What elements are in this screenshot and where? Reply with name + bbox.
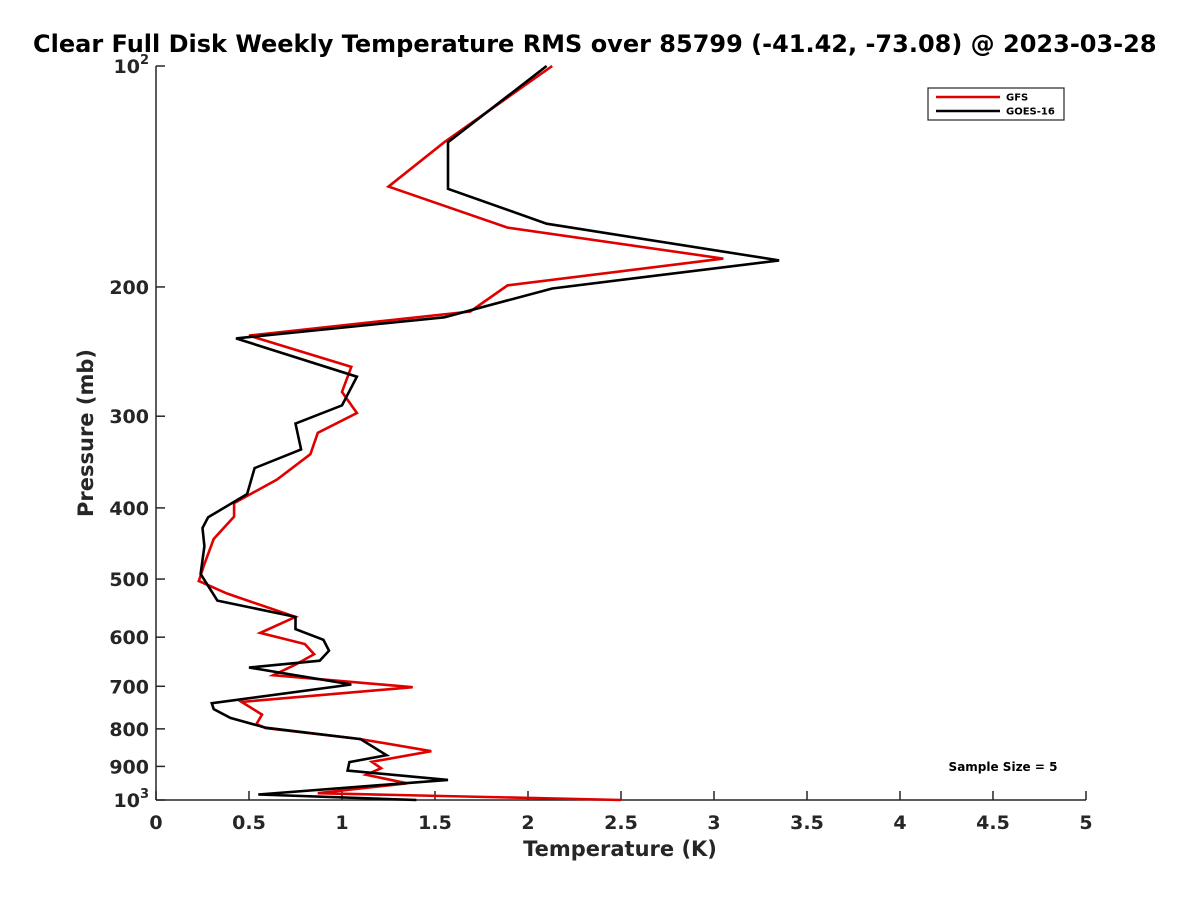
x-tick-label: 0.5: [232, 812, 266, 834]
y-tick-label: 300: [109, 406, 149, 428]
x-tick-label: 2.5: [604, 812, 638, 834]
y-axis-label: Pressure (mb): [74, 349, 98, 517]
y-tick-labels: 102 200 300 400 500 600 700 800 900 103: [109, 53, 149, 812]
y-tick-label: 500: [109, 569, 149, 591]
y-tick-label: 700: [109, 676, 149, 698]
legend-label-gfs: GFS: [1006, 93, 1028, 104]
series-line-gfs: [197, 64, 724, 802]
y-tick-label: 800: [109, 719, 149, 741]
chart-title: Clear Full Disk Weekly Temperature RMS o…: [33, 30, 1157, 58]
x-tick-label: 4: [893, 812, 906, 834]
x-axis-label: Temperature (K): [523, 837, 717, 861]
y-tick-label: 900: [109, 756, 149, 778]
x-tick-label: 1.5: [418, 812, 452, 834]
x-tick-label: 3: [707, 812, 720, 834]
y-tick-label: 102: [114, 53, 150, 78]
legend-box: [927, 87, 1065, 121]
x-tick-label: 5: [1079, 812, 1092, 834]
series-layer: [197, 64, 780, 802]
y-tick-label: 200: [109, 277, 149, 299]
x-tick-label: 1: [335, 812, 348, 834]
x-tick-label: 3.5: [790, 812, 824, 834]
y-tick-label: 600: [109, 627, 149, 649]
legend: GFS GOES-16: [927, 87, 1065, 121]
legend-label-goes-16: GOES-16: [1006, 107, 1055, 118]
sample-size-annotation: Sample Size = 5: [949, 760, 1058, 774]
series-line-goes-16: [199, 64, 780, 802]
x-tick-labels: 0 0.5 1 1.5 2 2.5 3 3.5 4 4.5 5: [149, 812, 1092, 834]
y-tick-label: 400: [109, 498, 149, 520]
axes: [155, 65, 1087, 801]
x-tick-label: 0: [149, 812, 162, 834]
x-tick-label: 4.5: [976, 812, 1010, 834]
y-tick-label: 103: [114, 787, 150, 812]
x-tick-label: 2: [521, 812, 534, 834]
